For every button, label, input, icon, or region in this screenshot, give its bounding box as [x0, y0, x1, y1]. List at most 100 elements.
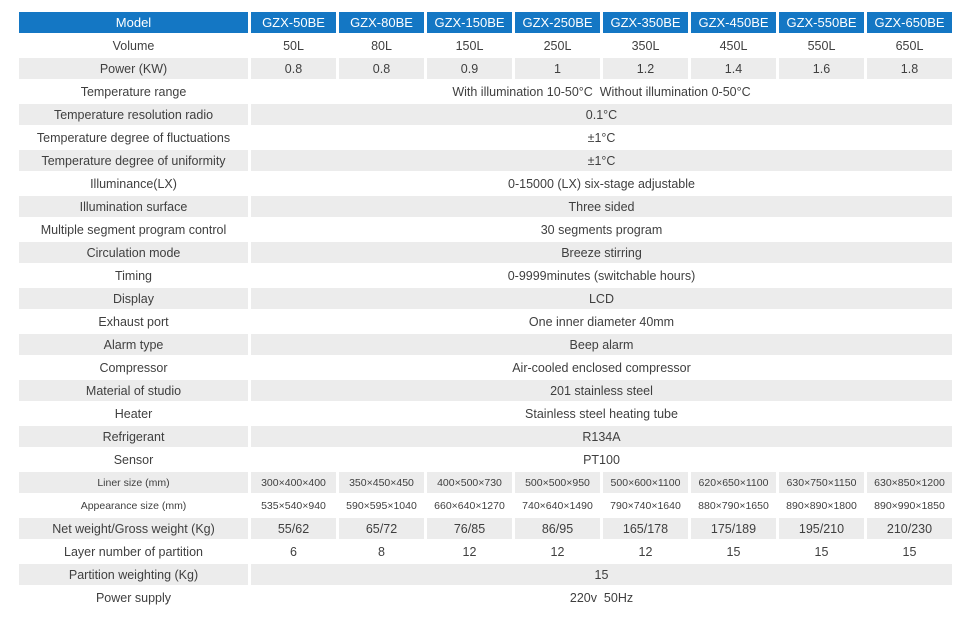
cell: 65/72 [339, 518, 424, 539]
cell-span: ±1°C [251, 150, 952, 171]
cell: 0.8 [251, 58, 336, 79]
cell: 195/210 [779, 518, 864, 539]
column-header-model: Model [19, 12, 248, 33]
cell: 76/85 [427, 518, 512, 539]
cell: 50L [251, 35, 336, 56]
table-row-timing: Timing 0-9999minutes (switchable hours) [19, 265, 952, 286]
cell: 890×890×1800 [779, 495, 864, 516]
cell-span: Stainless steel heating tube [251, 403, 952, 424]
row-label: Power supply [19, 587, 248, 608]
row-label: Appearance size (mm) [19, 495, 248, 516]
cell: 500×600×1100 [603, 472, 688, 493]
cell: 350L [603, 35, 688, 56]
cell: 15 [779, 541, 864, 562]
table-row-power-kw: Power (KW) 0.8 0.8 0.9 1 1.2 1.4 1.6 1.8 [19, 58, 952, 79]
row-label: Illuminance(LX) [19, 173, 248, 194]
row-label: Display [19, 288, 248, 309]
cell: 86/95 [515, 518, 600, 539]
row-label: Circulation mode [19, 242, 248, 263]
cell: 535×540×940 [251, 495, 336, 516]
cell: 450L [691, 35, 776, 56]
cell-span: Three sided [251, 196, 952, 217]
table-row-compressor: Compressor Air-cooled enclosed compressor [19, 357, 952, 378]
cell-span: ±1°C [251, 127, 952, 148]
row-label: Temperature range [19, 81, 248, 102]
table-row-alarm-type: Alarm type Beep alarm [19, 334, 952, 355]
table-row-layer-number-of-partition: Layer number of partition 6 8 12 12 12 15 15 15 [19, 541, 952, 562]
cell-span: With illumination 10-50°C Without illumi… [251, 81, 952, 102]
row-label: Sensor [19, 449, 248, 470]
row-label: Material of studio [19, 380, 248, 401]
cell: 890×990×1850 [867, 495, 952, 516]
table-row-illumination-surface: Illumination surface Three sided [19, 196, 952, 217]
cell: 55/62 [251, 518, 336, 539]
cell: 790×740×1640 [603, 495, 688, 516]
cell: 12 [427, 541, 512, 562]
row-label: Net weight/Gross weight (Kg) [19, 518, 248, 539]
cell-span: 220v 50Hz [251, 587, 952, 608]
table-row-temperature-range: Temperature range With illumination 10-50… [19, 81, 952, 102]
row-label: Liner size (mm) [19, 472, 248, 493]
cell: 1.2 [603, 58, 688, 79]
cell: 0.8 [339, 58, 424, 79]
cell: 165/178 [603, 518, 688, 539]
table-row-temperature-degree-of-fluctuations: Temperature degree of fluctuations ±1°C [19, 127, 952, 148]
table-row-refrigerant: Refrigerant R134A [19, 426, 952, 447]
cell-span: 201 stainless steel [251, 380, 952, 401]
cell: 210/230 [867, 518, 952, 539]
spec-table: Model GZX-50BE GZX-80BE GZX-150BE GZX-250BE G… [16, 10, 955, 610]
row-label: Power (KW) [19, 58, 248, 79]
header-row: Model GZX-50BE GZX-80BE GZX-150BE GZX-250BE G… [19, 12, 952, 33]
table-row-sensor: Sensor PT100 [19, 449, 952, 470]
row-label: Alarm type [19, 334, 248, 355]
column-header-gzx-550be: GZX-550BE [779, 12, 864, 33]
table-row-multiple-segment-program-control: Multiple segment program control 30 segme… [19, 219, 952, 240]
row-label: Timing [19, 265, 248, 286]
cell: 500×500×950 [515, 472, 600, 493]
table-row-illuminance-lx: Illuminance(LX) 0-15000 (LX) six-stage ad… [19, 173, 952, 194]
column-header-gzx-80be: GZX-80BE [339, 12, 424, 33]
cell: 250L [515, 35, 600, 56]
cell: 80L [339, 35, 424, 56]
table-row-volume: Volume 50L 80L 150L 250L 350L 450L 550L 650L [19, 35, 952, 56]
cell: 150L [427, 35, 512, 56]
cell: 1 [515, 58, 600, 79]
cell: 15 [691, 541, 776, 562]
row-label: Volume [19, 35, 248, 56]
cell: 0.9 [427, 58, 512, 79]
cell: 6 [251, 541, 336, 562]
cell-span: 15 [251, 564, 952, 585]
cell: 15 [867, 541, 952, 562]
cell: 740×640×1490 [515, 495, 600, 516]
column-header-gzx-250be: GZX-250BE [515, 12, 600, 33]
table-header: Model GZX-50BE GZX-80BE GZX-150BE GZX-250BE G… [19, 12, 952, 33]
cell-span: Breeze stirring [251, 242, 952, 263]
table-row-liner-size-mm: Liner size (mm) 300×400×400 350×450×450 400… [19, 472, 952, 493]
cell-span: 0.1°C [251, 104, 952, 125]
table-row-partition-weighting-kg: Partition weighting (Kg) 15 [19, 564, 952, 585]
table-row-power-supply: Power supply 220v 50Hz [19, 587, 952, 608]
table-row-material-of-studio: Material of studio 201 stainless steel [19, 380, 952, 401]
cell: 880×790×1650 [691, 495, 776, 516]
column-header-gzx-50be: GZX-50BE [251, 12, 336, 33]
column-header-gzx-650be: GZX-650BE [867, 12, 952, 33]
table-row-circulation-mode: Circulation mode Breeze stirring [19, 242, 952, 263]
table-row-temperature-degree-of-uniformity: Temperature degree of uniformity ±1°C [19, 150, 952, 171]
row-label: Illumination surface [19, 196, 248, 217]
cell-span: R134A [251, 426, 952, 447]
cell: 650L [867, 35, 952, 56]
row-label: Temperature resolution radio [19, 104, 248, 125]
table-row-appearance-size-mm: Appearance size (mm) 535×540×940 590×595×1… [19, 495, 952, 516]
cell: 12 [603, 541, 688, 562]
cell-span: LCD [251, 288, 952, 309]
cell-span: PT100 [251, 449, 952, 470]
cell: 400×500×730 [427, 472, 512, 493]
cell: 1.8 [867, 58, 952, 79]
cell: 175/189 [691, 518, 776, 539]
column-header-gzx-350be: GZX-350BE [603, 12, 688, 33]
row-label: Multiple segment program control [19, 219, 248, 240]
table-body: Volume 50L 80L 150L 250L 350L 450L 550L 650L Powe… [19, 35, 952, 608]
cell: 630×750×1150 [779, 472, 864, 493]
row-label: Refrigerant [19, 426, 248, 447]
row-label: Exhaust port [19, 311, 248, 332]
